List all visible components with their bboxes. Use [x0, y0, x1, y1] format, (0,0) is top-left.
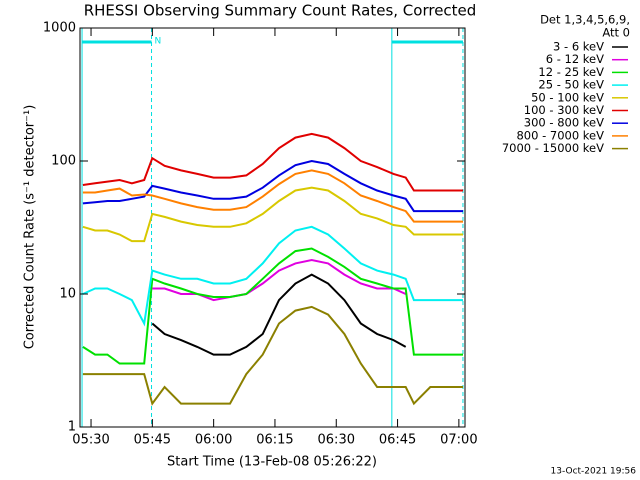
series-line	[82, 305, 463, 406]
series-line	[82, 159, 463, 213]
y-axis-label: Corrected Count Rate (s⁻¹ detector⁻¹)	[23, 105, 38, 350]
y-tick-label: 1000	[43, 21, 76, 36]
x-tick-label: 05:30	[72, 433, 109, 448]
series-line	[82, 186, 463, 243]
y-tick-label: 1	[68, 420, 76, 435]
legend-label: 50 - 100 keV	[531, 90, 604, 104]
legend-label: 7000 - 15000 keV	[502, 141, 604, 155]
series-line	[151, 273, 407, 356]
legend-header: Det 1,3,4,5,6,9,	[540, 13, 630, 27]
legend-label: 3 - 6 keV	[553, 40, 604, 54]
legend-label: 6 - 12 keV	[546, 52, 604, 66]
legend-label: 100 - 300 keV	[524, 103, 604, 117]
legend-label: 300 - 800 keV	[524, 116, 604, 130]
x-tick-label: 06:30	[318, 433, 355, 448]
x-tick-label: 06:45	[379, 433, 416, 448]
x-axis-label: Start Time (13-Feb-08 05:26:22)	[167, 455, 377, 470]
chart-title: RHESSI Observing Summary Count Rates, Co…	[84, 2, 477, 20]
plot-area	[81, 28, 464, 427]
interval-label: N	[155, 37, 162, 47]
footer: 13-Oct-2021 19:56	[551, 467, 637, 477]
y-tick-label: 100	[51, 154, 76, 169]
x-tick-label: 05:45	[134, 433, 171, 448]
y-tick-label: 10	[59, 287, 76, 302]
plot-frame	[79, 27, 466, 428]
x-tick-label: 07:00	[440, 433, 477, 448]
series-line	[82, 225, 463, 327]
series-line	[82, 169, 463, 223]
series-line	[82, 132, 463, 192]
x-tick-label: 06:00	[195, 433, 232, 448]
legend-label: 800 - 7000 keV	[516, 128, 604, 142]
series-line	[152, 258, 407, 302]
x-tick-label: 06:15	[256, 433, 293, 448]
legend-label: 25 - 50 keV	[538, 78, 604, 92]
legend-label: 12 - 25 keV	[538, 65, 604, 79]
legend-header: Att 0	[602, 26, 630, 40]
series-line	[82, 247, 463, 365]
